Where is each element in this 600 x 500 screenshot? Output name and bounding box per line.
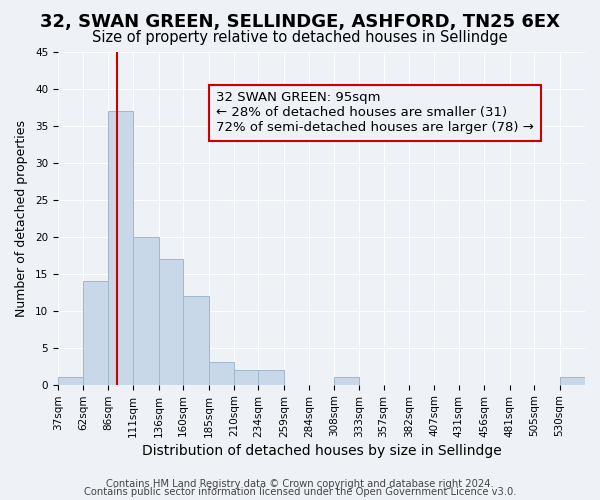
Bar: [209, 362, 234, 384]
Text: 32 SWAN GREEN: 95sqm
← 28% of detached houses are smaller (31)
72% of semi-detac: 32 SWAN GREEN: 95sqm ← 28% of detached h…: [216, 92, 534, 134]
Bar: [133, 236, 158, 384]
Bar: [259, 370, 284, 384]
Text: 32, SWAN GREEN, SELLINDGE, ASHFORD, TN25 6EX: 32, SWAN GREEN, SELLINDGE, ASHFORD, TN25…: [40, 12, 560, 30]
Text: Size of property relative to detached houses in Sellindge: Size of property relative to detached ho…: [92, 30, 508, 45]
X-axis label: Distribution of detached houses by size in Sellindge: Distribution of detached houses by size …: [142, 444, 502, 458]
Y-axis label: Number of detached properties: Number of detached properties: [15, 120, 28, 316]
Bar: [58, 378, 83, 384]
Text: Contains HM Land Registry data © Crown copyright and database right 2024.: Contains HM Land Registry data © Crown c…: [106, 479, 494, 489]
Bar: [158, 259, 183, 384]
Bar: [234, 370, 259, 384]
Bar: [560, 378, 585, 384]
Text: Contains public sector information licensed under the Open Government Licence v3: Contains public sector information licen…: [84, 487, 516, 497]
Bar: [83, 281, 108, 384]
Bar: [108, 110, 133, 384]
Bar: [183, 296, 209, 384]
Bar: [334, 378, 359, 384]
